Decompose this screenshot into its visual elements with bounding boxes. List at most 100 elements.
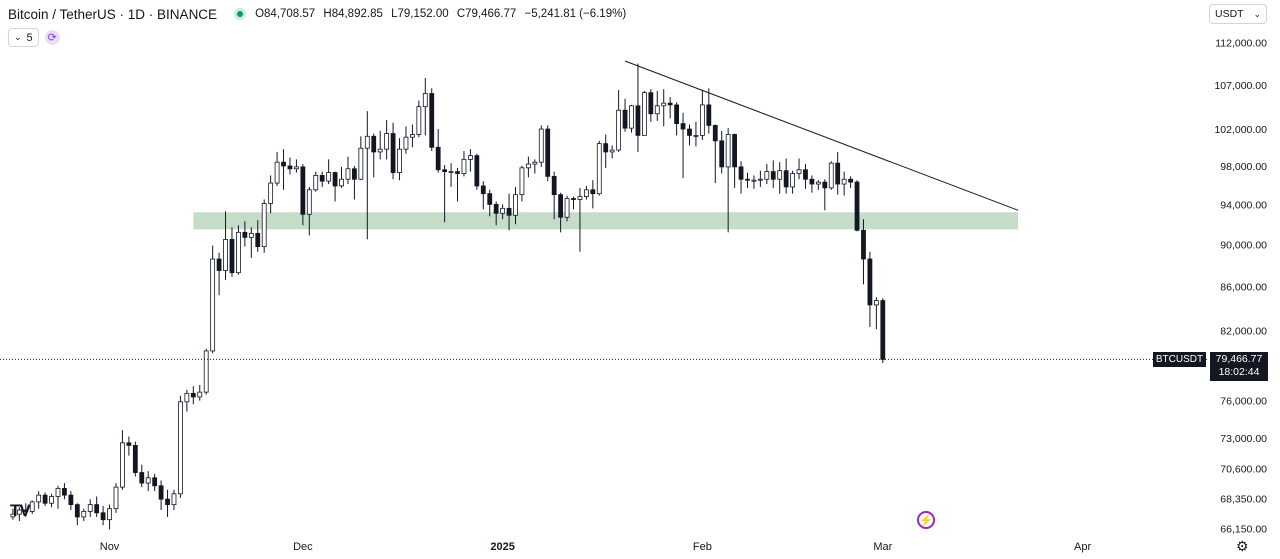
candle-body-up: [274, 161, 280, 184]
candle: [113, 483, 119, 513]
flash-icon[interactable]: ⚡: [917, 511, 935, 529]
candle-body-up: [377, 148, 383, 153]
candle-body-down: [281, 161, 286, 167]
candle: [332, 171, 338, 202]
candle: [36, 491, 42, 509]
candle: [461, 151, 467, 177]
candle-body-down: [687, 128, 692, 136]
candle: [403, 126, 409, 154]
candle-body-down: [139, 472, 145, 484]
candle-body-up: [513, 194, 518, 216]
candle: [519, 165, 525, 202]
candle-body-up: [764, 171, 770, 180]
candle: [268, 175, 274, 214]
candle: [326, 159, 332, 185]
indicator-bar: ⌄ 5 ⟳: [8, 28, 60, 47]
candle: [255, 220, 261, 252]
candle: [384, 120, 390, 160]
time-axis-label: Mar: [873, 541, 892, 553]
candle: [873, 297, 879, 330]
candle: [725, 128, 731, 233]
support-zone: [193, 212, 1019, 230]
candle: [609, 145, 615, 159]
candle-body-up: [113, 486, 119, 510]
candle-body-up: [81, 511, 87, 518]
candle-body-down: [667, 102, 673, 106]
candle: [435, 129, 441, 173]
candle-body-up: [532, 161, 538, 165]
candle: [777, 162, 783, 194]
candle-body-down: [68, 494, 74, 506]
candle-body-down: [809, 178, 815, 185]
candle: [74, 503, 80, 526]
candle: [861, 219, 866, 285]
candle: [442, 165, 448, 223]
candle-body-up: [828, 162, 834, 189]
candle: [242, 221, 248, 247]
change-value: −5,241.81 (−6.19%): [524, 8, 627, 20]
tradingview-logo[interactable]: TV: [10, 501, 31, 520]
candle-body-up: [248, 232, 254, 238]
chevron-down-icon: ⌄: [1253, 8, 1261, 19]
candle-body-down: [229, 239, 235, 274]
candle: [571, 196, 576, 210]
candle: [377, 130, 383, 160]
candle: [261, 199, 267, 253]
candle: [203, 348, 209, 395]
candle: [319, 171, 325, 187]
currency-label: USDT: [1215, 8, 1244, 20]
candle: [828, 161, 834, 190]
price-axis-label: 94,000.00: [1220, 199, 1267, 211]
candle: [300, 164, 306, 226]
chevron-down-icon: ⌄: [14, 32, 22, 42]
candle-body-up: [777, 170, 783, 180]
candle-body-up: [171, 493, 177, 506]
time-axis-label: Apr: [1074, 541, 1091, 553]
candle-body-up: [403, 136, 409, 150]
candle-body-up: [345, 168, 351, 180]
candles-layer: [10, 63, 886, 530]
symbol-price-label: BTCUSDT: [1153, 352, 1206, 367]
candle-body-up: [796, 169, 802, 174]
candle-body-up: [384, 133, 390, 150]
candle-body-down: [551, 175, 557, 196]
candle: [429, 88, 435, 152]
low-value: L79,152.00: [391, 8, 449, 20]
candle: [848, 176, 853, 188]
candle: [339, 166, 344, 188]
price-axis-label: 82,000.00: [1220, 325, 1267, 337]
candle: [210, 245, 216, 354]
indicators-toggle-button[interactable]: ⌄ 5: [8, 28, 39, 47]
candle: [616, 90, 622, 152]
candle: [120, 430, 125, 490]
candle-body-down: [152, 477, 158, 487]
candle-body-down: [126, 442, 132, 446]
candle: [699, 90, 705, 140]
candle: [654, 90, 660, 121]
sync-icon[interactable]: ⟳: [44, 30, 60, 45]
candle: [358, 136, 364, 181]
candle: [468, 149, 473, 172]
candle-body-up: [36, 494, 42, 503]
candle: [674, 102, 680, 136]
candle: [764, 164, 770, 185]
currency-selector[interactable]: USDT ⌄: [1209, 4, 1267, 24]
candle-body-up: [10, 513, 16, 518]
candle: [62, 483, 67, 500]
candle-body-up: [422, 93, 428, 108]
gear-icon[interactable]: ⚙: [1236, 538, 1249, 554]
candle-body-up: [757, 178, 763, 181]
price-axis-label: 76,000.00: [1220, 396, 1267, 408]
candle: [371, 133, 377, 178]
candle-body-down: [23, 509, 29, 512]
candle: [42, 492, 48, 506]
candle: [590, 180, 596, 209]
time-axis-label: Nov: [100, 541, 120, 553]
price-axis-label: 70,600.00: [1220, 464, 1267, 476]
symbol-title[interactable]: Bitcoin / TetherUS · 1D · BINANCE: [8, 6, 218, 22]
candle: [583, 185, 589, 200]
candle-body-up: [29, 501, 35, 512]
candle: [596, 140, 602, 196]
